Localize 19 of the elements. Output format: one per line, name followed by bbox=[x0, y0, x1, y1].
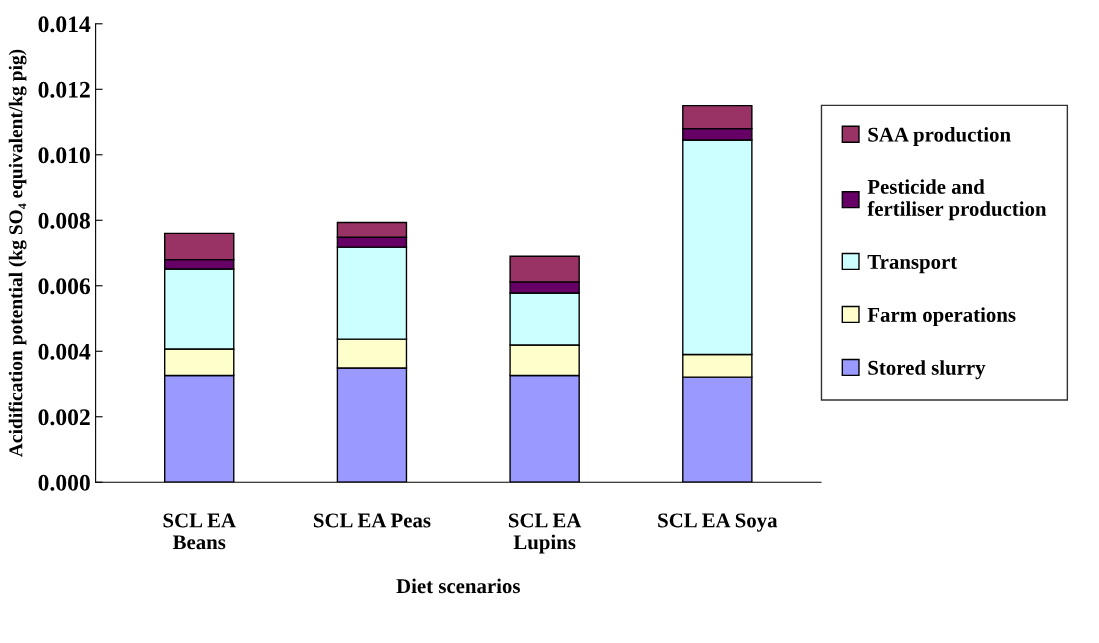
legend-label: Transport bbox=[867, 255, 958, 274]
y-tick-label: 0.004 bbox=[38, 343, 91, 360]
y-tick-label: 0.008 bbox=[38, 212, 90, 229]
y-tick-label: 0.014 bbox=[38, 16, 91, 33]
legend-label: Stored slurry bbox=[868, 360, 986, 380]
y-tick-label: 0.006 bbox=[38, 278, 91, 295]
y-tick-label: 0.002 bbox=[38, 409, 90, 426]
x-tick-label: SCL EA Beans bbox=[163, 513, 236, 550]
x-axis-title: Diet scenarios bbox=[396, 578, 520, 594]
x-tick-label: SCL EA Lupins bbox=[508, 513, 582, 554]
legend-label: Farm operations bbox=[867, 307, 1016, 327]
y-tick-label: 0.000 bbox=[38, 474, 90, 491]
y-tick-label: 0.010 bbox=[38, 147, 90, 164]
legend-label: Pesticide and fertiliser production bbox=[867, 179, 1047, 221]
x-tick-label: SCL EA Peas bbox=[314, 513, 431, 528]
x-tick-label: SCL EA Soya bbox=[658, 513, 778, 532]
legend-label: SAA production bbox=[868, 127, 1011, 146]
y-axis-title: Acidification potential (kg SO₄ equivalent/kg pig) bbox=[8, 49, 27, 457]
y-tick-label: 0.012 bbox=[38, 81, 90, 98]
